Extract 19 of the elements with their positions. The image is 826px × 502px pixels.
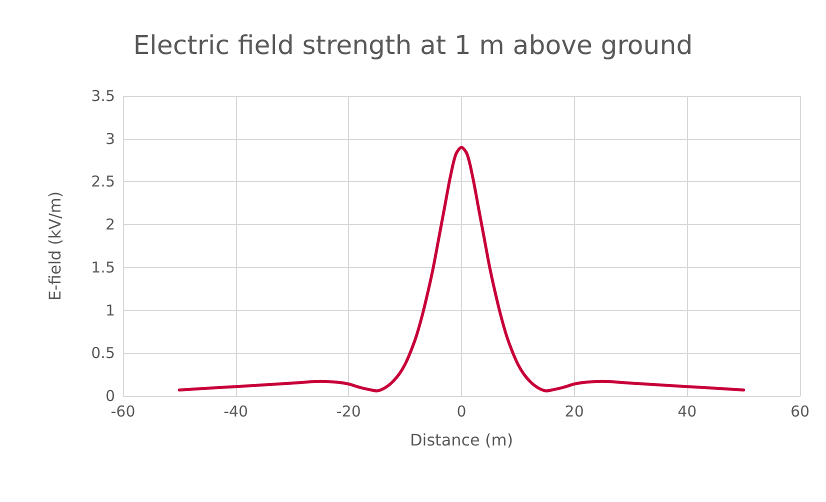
- x-tick-label: 60: [790, 402, 810, 420]
- y-tick-label: 3.5: [91, 87, 115, 105]
- x-tick-label: 40: [678, 402, 697, 420]
- x-tick-label: 20: [564, 402, 584, 420]
- y-tick-label: 2: [105, 216, 115, 234]
- y-axis-title: E-field (kV/m): [46, 191, 64, 301]
- x-tick-label: -60: [110, 402, 136, 420]
- chart-title: Electric field strength at 1 m above ground: [133, 31, 693, 61]
- y-tick-label: 0: [105, 387, 115, 405]
- y-tick-label: 1: [105, 301, 115, 320]
- y-tick-label: 1.5: [91, 258, 115, 276]
- x-tick-label: -20: [336, 402, 361, 420]
- line-series: [178, 146, 746, 392]
- y-tick-label: 0.5: [91, 344, 115, 362]
- y-tick-label: 2.5: [91, 172, 115, 191]
- y-tick-label: 3: [105, 130, 115, 148]
- x-axis-title: Distance (m): [410, 430, 514, 450]
- x-tick-label: 0: [456, 402, 466, 420]
- x-tick-label: -40: [224, 402, 248, 420]
